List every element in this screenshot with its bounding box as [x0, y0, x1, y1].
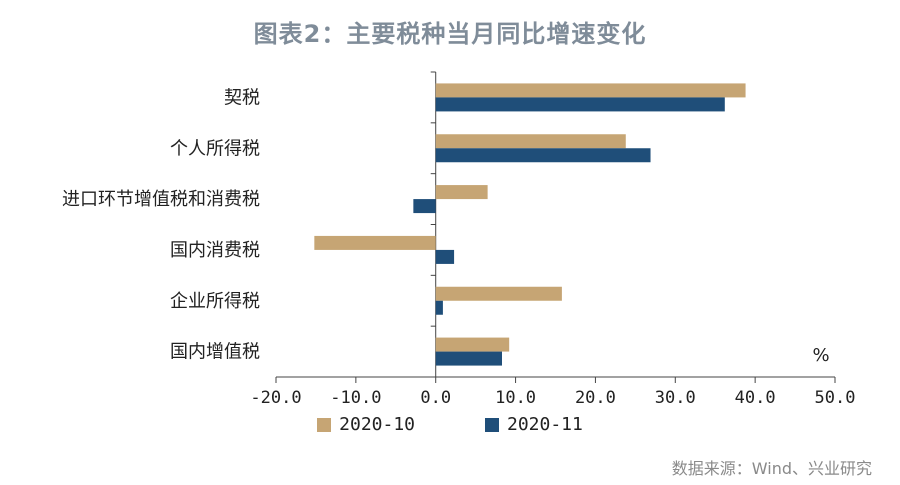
bar-2020-10: [435, 286, 562, 301]
x-tick-label: -20.0: [250, 388, 301, 408]
chart-title: 图表2：主要税种当月同比增速变化: [253, 20, 647, 48]
legend-swatch-2020-11: [485, 417, 499, 432]
x-axis-unit: %: [812, 345, 829, 366]
category-label: 企业所得税: [170, 291, 260, 312]
x-tick-label: 50.0: [815, 388, 856, 408]
source-note: 数据来源：Wind、兴业研究: [671, 459, 872, 478]
bar-2020-10: [314, 235, 436, 250]
category-label: 契税: [224, 87, 260, 108]
bar-2020-11: [413, 199, 436, 214]
category-label: 个人所得税: [170, 138, 260, 159]
x-tick-label: 0.0: [420, 388, 451, 408]
legend-swatch-2020-10: [317, 417, 332, 432]
bar-2020-11: [435, 148, 651, 163]
legend-label-2020-11: 2020-11: [507, 414, 583, 435]
legend-item-2020-11: 2020-11: [485, 414, 583, 435]
x-tick-label: 10.0: [495, 388, 536, 408]
bar-2020-10: [435, 83, 746, 98]
bar-2020-10: [435, 134, 626, 149]
x-tick-label: 20.0: [575, 388, 616, 408]
bar-2020-10: [435, 185, 488, 200]
category-label: 国内增值税: [170, 342, 260, 363]
category-label: 进口环节增值税和消费税: [62, 189, 260, 210]
bar-2020-11: [435, 300, 443, 315]
bar-2020-11: [435, 351, 502, 366]
x-tick-label: 30.0: [655, 388, 696, 408]
x-tick-label: -10.0: [330, 388, 381, 408]
bar-2020-10: [435, 337, 510, 352]
legend: 2020-10 2020-11: [0, 414, 900, 435]
x-tick-label: 40.0: [735, 388, 776, 408]
legend-item-2020-10: 2020-10: [317, 414, 415, 435]
legend-label-2020-10: 2020-10: [339, 414, 415, 435]
bar-2020-11: [435, 249, 455, 264]
bar-2020-11: [435, 97, 725, 112]
category-label: 国内消费税: [170, 240, 260, 261]
